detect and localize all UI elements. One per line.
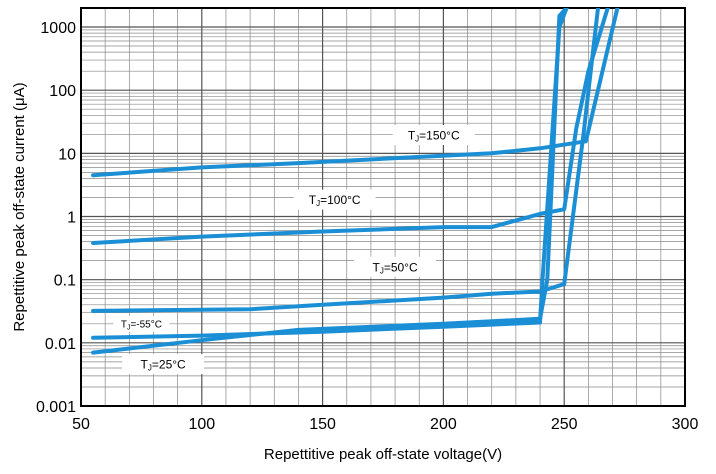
y-tick-label: 100 <box>49 83 76 100</box>
series-label-layer: TJ=150°C TJ=100°C TJ=50°C TJ=-55°C TJ=25°C <box>113 125 475 375</box>
x-tick-label: 250 <box>551 416 578 433</box>
x-tick-labels: 50 100 150 200 250 300 <box>72 416 698 433</box>
x-tick-label: 150 <box>309 416 336 433</box>
y-tick-label: 0.001 <box>36 399 76 416</box>
major-gridlines <box>80 8 686 407</box>
x-tick-label: 200 <box>430 416 457 433</box>
plot-frame <box>80 7 686 407</box>
x-tick-label: 100 <box>188 416 215 433</box>
series-line <box>91 8 610 245</box>
minor-gridlines <box>81 7 685 406</box>
series-label-background <box>122 354 205 375</box>
series-line <box>91 8 569 355</box>
series-label: TJ=-55°C <box>121 319 162 331</box>
y-tick-label: 0.01 <box>45 336 76 353</box>
x-tick-label: 50 <box>72 416 90 433</box>
y-tick-label: 0.1 <box>54 273 76 290</box>
x-axis-label: Repettitive peak off-state voltage(V) <box>264 446 502 463</box>
y-tick-label: 10 <box>58 146 76 163</box>
series-label-background <box>392 125 475 146</box>
series-line <box>91 8 620 178</box>
series-label-background <box>354 256 437 277</box>
y-tick-label: 1 <box>67 210 76 227</box>
series-label: TJ=150°C <box>408 129 460 144</box>
series-label: TJ=100°C <box>309 193 361 208</box>
series-layer <box>91 8 620 355</box>
series-label: TJ=50°C <box>372 260 417 275</box>
y-axis-label: Repettitive peak off-state current (μA) <box>11 82 28 331</box>
series-label-background <box>293 189 376 210</box>
series-line <box>91 8 569 340</box>
x-tick-label: 300 <box>672 416 699 433</box>
series-label: TJ=25°C <box>141 358 186 373</box>
series-line <box>91 8 600 313</box>
y-tick-label: 1000 <box>40 20 76 37</box>
series-label-background <box>113 315 170 332</box>
y-tick-labels: 0.001 0.01 0.1 1 10 100 1000 <box>36 20 76 416</box>
